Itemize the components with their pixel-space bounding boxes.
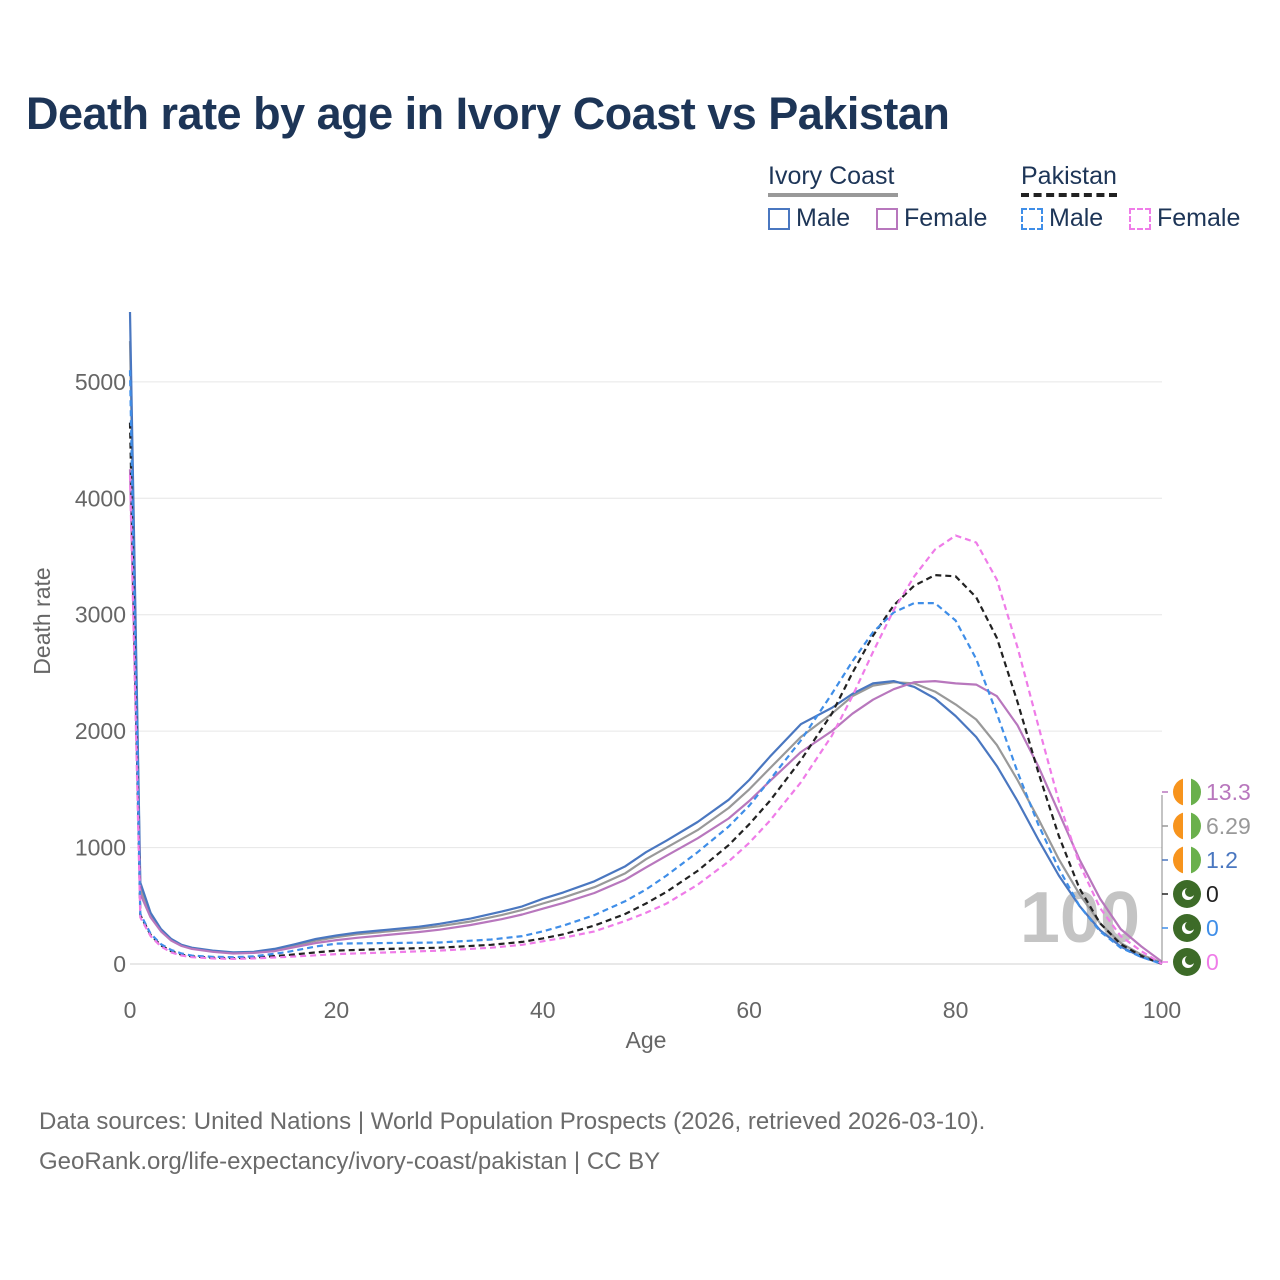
legend-item-ivory-coast-female[interactable]: Female bbox=[876, 204, 987, 233]
legend-item-label: Female bbox=[1157, 204, 1241, 232]
legend-group-ivory-coast[interactable]: Ivory Coast bbox=[768, 162, 898, 197]
flag-pakistan-crescent-icon bbox=[1185, 887, 1195, 897]
footer-source: Data sources: United Nations | World Pop… bbox=[39, 1108, 986, 1135]
series-line bbox=[128, 311, 1163, 965]
legend-item-label: Male bbox=[1049, 204, 1104, 232]
end-value-label: 0 bbox=[1206, 881, 1219, 907]
legend-group-underline bbox=[1021, 193, 1117, 197]
y-tick-label: 4000 bbox=[75, 485, 126, 511]
footer-credit[interactable]: GeoRank.org/life-expectancy/ivory-coast/… bbox=[39, 1148, 661, 1175]
series-line bbox=[128, 341, 1163, 964]
x-axis-label: Age bbox=[626, 1027, 667, 1053]
series-line bbox=[128, 370, 1163, 966]
x-tick-label: 80 bbox=[943, 997, 969, 1023]
legend-group-label: Ivory Coast bbox=[768, 162, 895, 190]
flag-ivory-coast-icon bbox=[1183, 812, 1191, 840]
legend-group-underline bbox=[768, 193, 898, 197]
series-line bbox=[128, 469, 1163, 963]
end-value-label: 1.2 bbox=[1206, 847, 1238, 873]
swatch-solid-blue-icon bbox=[768, 207, 790, 230]
x-tick-label: 20 bbox=[324, 997, 350, 1023]
end-value-label: 0 bbox=[1206, 949, 1219, 975]
chart-title: Death rate by age in Ivory Coast vs Paki… bbox=[26, 88, 950, 139]
legend-item-pakistan-male[interactable]: Male bbox=[1021, 204, 1103, 233]
flag-pakistan-crescent-icon bbox=[1185, 955, 1195, 965]
series-line bbox=[128, 422, 1163, 966]
legend-group-label: Pakistan bbox=[1021, 162, 1117, 190]
y-tick-label: 5000 bbox=[75, 369, 126, 395]
flag-pakistan-crescent-icon bbox=[1185, 921, 1195, 931]
y-axis-label: Death rate bbox=[29, 567, 55, 674]
legend-item-label: Male bbox=[796, 204, 851, 232]
swatch-solid-purple-icon bbox=[876, 207, 898, 230]
legend-group-pakistan[interactable]: Pakistan bbox=[1021, 162, 1117, 197]
end-value-label: 13.3 bbox=[1206, 779, 1251, 805]
flag-ivory-coast-icon bbox=[1183, 846, 1191, 874]
legend-item-ivory-coast-male[interactable]: Male bbox=[768, 204, 850, 233]
axes: 0 1000 2000 3000 4000 5000 0 20 40 60 80 100 bbox=[75, 369, 1181, 1023]
y-tick-label: 3000 bbox=[75, 602, 126, 628]
end-value-label: 0 bbox=[1206, 915, 1219, 941]
swatch-dashed-blue-icon bbox=[1021, 207, 1043, 230]
legend-item-label: Female bbox=[904, 204, 988, 232]
y-tick-label: 1000 bbox=[75, 835, 126, 861]
x-tick-label: 100 bbox=[1143, 997, 1181, 1023]
end-value-label: 6.29 bbox=[1206, 813, 1251, 839]
flag-ivory-coast-icon bbox=[1183, 778, 1191, 806]
y-tick-label: 2000 bbox=[75, 718, 126, 744]
gridlines bbox=[130, 381, 1162, 849]
legend-item-pakistan-female[interactable]: Female bbox=[1129, 204, 1240, 233]
series-line bbox=[128, 474, 1163, 965]
x-tick-label: 60 bbox=[736, 997, 762, 1023]
x-tick-label: 40 bbox=[530, 997, 556, 1023]
series-lines bbox=[128, 311, 1163, 966]
x-tick-label: 0 bbox=[124, 997, 137, 1023]
y-tick-label: 0 bbox=[113, 951, 126, 977]
end-labels: 13.3 6.29 1.2 0 0 0 bbox=[1161, 778, 1251, 976]
swatch-dashed-pink-icon bbox=[1129, 207, 1151, 230]
